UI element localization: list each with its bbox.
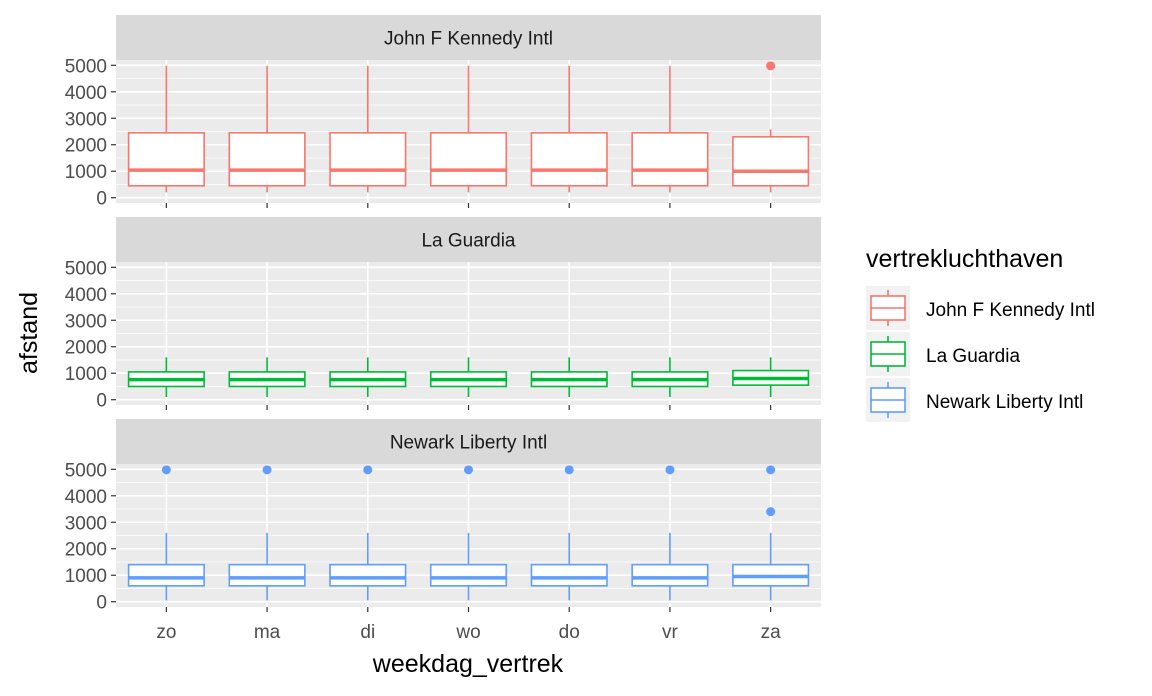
outlier-point [665, 465, 675, 475]
legend-item-label: Newark Liberty Intl [926, 392, 1083, 413]
x-tick-label: za [761, 622, 782, 643]
legend-key [866, 378, 910, 422]
box-di [329, 65, 407, 193]
box-iqr [228, 132, 306, 187]
box-ma [228, 65, 306, 193]
panel: John F Kennedy Intl 0 1000 2000 3000 4000 5000 [65, 15, 821, 210]
panel-strip [116, 217, 821, 262]
box-iqr [530, 563, 608, 587]
x-tick-label: vr [662, 622, 679, 643]
y-tick-label: 1000 [65, 566, 107, 587]
y-tick-label: 3000 [65, 109, 107, 130]
panel: La Guardia 0 1000 2000 3000 4000 5000 [65, 217, 821, 412]
legend-key [866, 286, 910, 330]
y-tick-label: 4000 [65, 285, 107, 306]
panel-strip-label: John F Kennedy Intl [384, 29, 553, 50]
y-tick-label: 5000 [65, 460, 107, 481]
y-tick-label: 2000 [65, 338, 107, 359]
legend-item-label: La Guardia [926, 346, 1020, 367]
box-iqr [429, 563, 508, 587]
box-iqr [732, 135, 810, 187]
box-iqr [429, 132, 508, 187]
y-tick-label: 4000 [65, 487, 107, 508]
box-iqr [631, 132, 709, 187]
box-iqr [228, 563, 306, 587]
outlier-point [262, 465, 272, 475]
box-di [329, 357, 407, 398]
panel: Newark Liberty Intl 0 1000 2000 3000 4000 5000 [65, 419, 821, 614]
box-iqr [631, 563, 709, 587]
panel-strip-label: La Guardia [421, 231, 515, 252]
outlier-point [766, 465, 776, 475]
box-za [732, 357, 810, 398]
y-tick-label: 4000 [65, 83, 107, 104]
panel-strip-label: Newark Liberty Intl [390, 433, 547, 454]
box-wo [429, 465, 508, 601]
outlier-point [766, 61, 776, 71]
y-tick-label: 0 [96, 593, 107, 614]
y-tick-label: 2000 [65, 540, 107, 561]
y-tick-label: 1000 [65, 162, 107, 183]
box-wo [429, 357, 508, 398]
box-ma [228, 465, 306, 601]
box-iqr [329, 563, 407, 587]
x-tick-label: wo [455, 622, 480, 643]
box-vr [631, 357, 709, 398]
y-tick-label: 3000 [65, 311, 107, 332]
y-tick-label: 5000 [65, 258, 107, 279]
x-tick-label: do [559, 622, 580, 643]
legend-item-label: John F Kennedy Intl [926, 300, 1095, 321]
legend-title: vertrekluchthaven [866, 245, 1063, 273]
x-axis-title: weekdag_vertrek [372, 650, 564, 678]
y-tick-label: 5000 [65, 56, 107, 77]
y-tick-label: 1000 [65, 364, 107, 385]
box-di [329, 465, 407, 601]
y-tick-label: 0 [96, 189, 107, 210]
panel-strip [116, 419, 821, 464]
y-axis-title: afstand [15, 292, 43, 374]
x-tick-label: di [360, 622, 375, 643]
box-iqr [530, 132, 608, 187]
outlier-point [161, 465, 171, 475]
panel-strip [116, 15, 821, 60]
box-do [530, 357, 608, 398]
outlier-point [564, 465, 574, 475]
outlier-point [464, 465, 473, 475]
box-do [530, 65, 608, 193]
box-vr [631, 65, 709, 193]
box-za [732, 61, 810, 193]
box-zo [127, 357, 205, 398]
legend-key [866, 332, 910, 376]
box-vr [631, 465, 709, 601]
y-tick-label: 3000 [65, 513, 107, 534]
box-iqr [329, 132, 407, 187]
box-za [732, 465, 810, 601]
box-do [530, 465, 608, 601]
outlier-point [363, 465, 373, 475]
y-tick-label: 2000 [65, 136, 107, 157]
outlier-point [766, 507, 776, 517]
box-iqr [127, 563, 205, 587]
box-zo [127, 65, 205, 193]
box-wo [429, 65, 508, 193]
box-iqr [127, 132, 205, 187]
y-tick-label: 0 [96, 391, 107, 412]
x-tick-label: ma [254, 622, 281, 643]
box-ma [228, 357, 306, 398]
box-zo [127, 465, 205, 601]
x-tick-label: zo [156, 622, 176, 643]
